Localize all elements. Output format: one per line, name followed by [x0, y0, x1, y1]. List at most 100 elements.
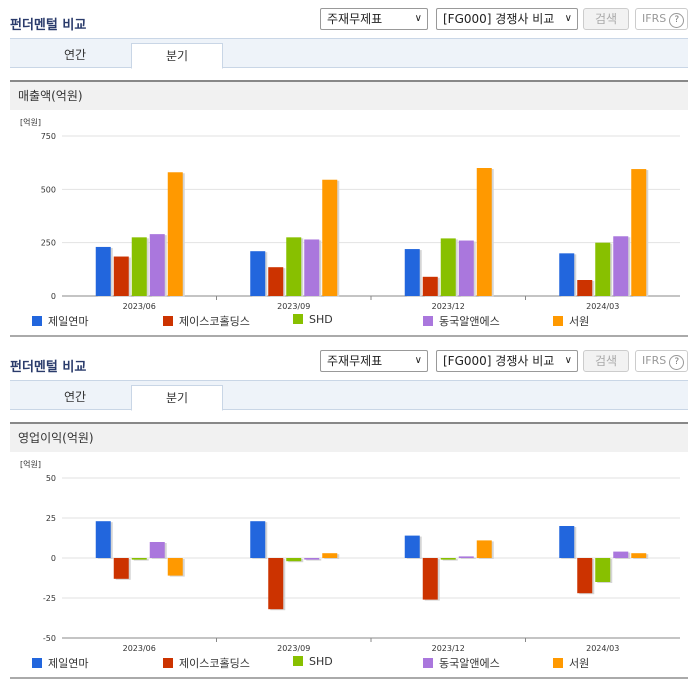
revenue-panel: 펀더멘털 비교 주재무제표 ∨ [FG000] 경쟁사 비교 ∨ 검색 IFRS…: [10, 8, 688, 337]
bar: [476, 168, 492, 296]
legend-label: 제일연마: [48, 657, 89, 670]
divider: [10, 677, 688, 679]
compare-select[interactable]: [FG000] 경쟁사 비교 ∨: [436, 350, 578, 372]
legend-item[interactable]: 동국알앤에스: [423, 313, 500, 329]
ifrs-help-button[interactable]: IFRS?: [635, 350, 688, 372]
bar: [404, 535, 420, 558]
x-tick-label: 2023/06: [123, 302, 156, 310]
bar: [304, 239, 320, 296]
y-tick-label: -25: [43, 594, 56, 603]
statement-select[interactable]: 주재무제표 ∨: [320, 350, 428, 372]
bar: [286, 558, 302, 562]
bar-shadow: [442, 559, 458, 561]
bar: [458, 240, 474, 296]
legend-swatch: [163, 316, 173, 326]
bar: [595, 558, 611, 582]
bar: [559, 526, 575, 558]
ifrs-help-button[interactable]: IFRS?: [635, 8, 688, 30]
revenue-chart: 0 250 500 750 2023/06 2023/09 2023/12 2024/03: [41, 132, 680, 310]
tab-annual[interactable]: 연간: [63, 48, 87, 62]
x-tick-label: 2023/12: [432, 302, 465, 310]
tab-quarterly[interactable]: 분기: [131, 385, 223, 411]
bar-shadow: [460, 557, 476, 559]
x-tick-label: 2024/03: [586, 644, 619, 652]
bar: [322, 553, 338, 558]
bar: [404, 249, 420, 296]
bar-shadow: [133, 559, 149, 561]
legend-label: 서원: [569, 315, 590, 328]
panel-title: 펀더멘털 비교: [10, 360, 87, 375]
legend-item[interactable]: 서원: [553, 655, 589, 671]
chevron-down-icon: ∨: [564, 13, 572, 24]
ifrs-label: IFRS: [642, 354, 667, 367]
bar: [95, 246, 111, 296]
search-button[interactable]: 검색: [583, 8, 629, 30]
operating-profit-panel: 펀더멘털 비교 주재무제표 ∨ [FG000] 경쟁사 비교 ∨ 검색 IFRS…: [0, 342, 696, 684]
legend-swatch: [553, 658, 563, 668]
search-button[interactable]: 검색: [583, 350, 629, 372]
bar: [577, 280, 593, 296]
legend-swatch: [163, 658, 173, 668]
legend-item[interactable]: 제일연마: [32, 313, 88, 329]
x-tick-label: 2023/09: [277, 302, 310, 310]
bar: [613, 236, 629, 296]
bar: [595, 242, 611, 296]
legend-item[interactable]: 제이스코홀딩스: [163, 655, 250, 671]
legend-item[interactable]: 동국알앤에스: [423, 655, 500, 671]
y-tick-label: 0: [51, 554, 56, 563]
legend-item[interactable]: SHD: [293, 655, 333, 668]
y-tick-label: 500: [41, 185, 56, 194]
x-tick-label: 2023/09: [277, 644, 310, 652]
legend-swatch: [293, 656, 303, 666]
bar: [458, 556, 474, 558]
legend-swatch: [553, 316, 563, 326]
compare-select[interactable]: [FG000] 경쟁사 비교 ∨: [436, 8, 578, 30]
statement-select-value: 주재무제표: [327, 354, 383, 368]
legend-item[interactable]: 제일연마: [32, 655, 88, 671]
bar: [631, 169, 647, 296]
y-tick-label: 250: [41, 239, 56, 248]
y-tick-label: 25: [46, 514, 56, 523]
bar: [440, 238, 456, 296]
compare-select-value: [FG000] 경쟁사 비교: [443, 12, 555, 26]
legend-item[interactable]: 서원: [553, 313, 589, 329]
bar: [167, 172, 183, 296]
y-unit-label: [억원]: [20, 118, 41, 127]
statement-select[interactable]: 주재무제표 ∨: [320, 8, 428, 30]
chevron-down-icon: ∨: [564, 355, 572, 366]
bar: [113, 558, 129, 579]
bar: [322, 179, 338, 296]
period-tabs: 연간 분기: [10, 38, 688, 69]
legend-label: 동국알앤에스: [439, 657, 500, 670]
legend-swatch: [293, 314, 303, 324]
help-icon: ?: [669, 355, 685, 370]
tab-annual[interactable]: 연간: [63, 390, 87, 404]
tab-quarterly[interactable]: 분기: [131, 43, 223, 69]
legend-swatch: [423, 316, 433, 326]
bar: [131, 558, 147, 560]
legend-label: SHD: [309, 313, 333, 326]
legend-item[interactable]: SHD: [293, 313, 333, 326]
bar: [250, 521, 266, 558]
x-tick-label: 2023/06: [123, 644, 156, 652]
bar: [476, 540, 492, 558]
y-tick-label: 750: [41, 132, 56, 141]
bar: [268, 267, 284, 296]
bar: [250, 251, 266, 296]
legend-label: 동국알앤에스: [439, 315, 500, 328]
y-tick-label: 50: [46, 474, 56, 483]
bar: [559, 253, 575, 296]
y-unit-label: [억원]: [20, 460, 41, 469]
bar: [577, 558, 593, 594]
chart-subheading: 매출액(억원): [10, 80, 688, 110]
bar: [422, 276, 438, 296]
bar-shadow: [306, 559, 322, 561]
legend-item[interactable]: 제이스코홀딩스: [163, 313, 250, 329]
bar: [268, 558, 284, 610]
chevron-down-icon: ∨: [414, 13, 422, 24]
compare-select-value: [FG000] 경쟁사 비교: [443, 354, 555, 368]
period-tabs: 연간 분기: [10, 380, 688, 411]
bar: [422, 558, 438, 600]
chart-subheading: 영업이익(억원): [10, 422, 688, 452]
chart-legend: 제일연마 제이스코홀딩스 SHD 동국알앤에스 서원: [10, 655, 688, 677]
